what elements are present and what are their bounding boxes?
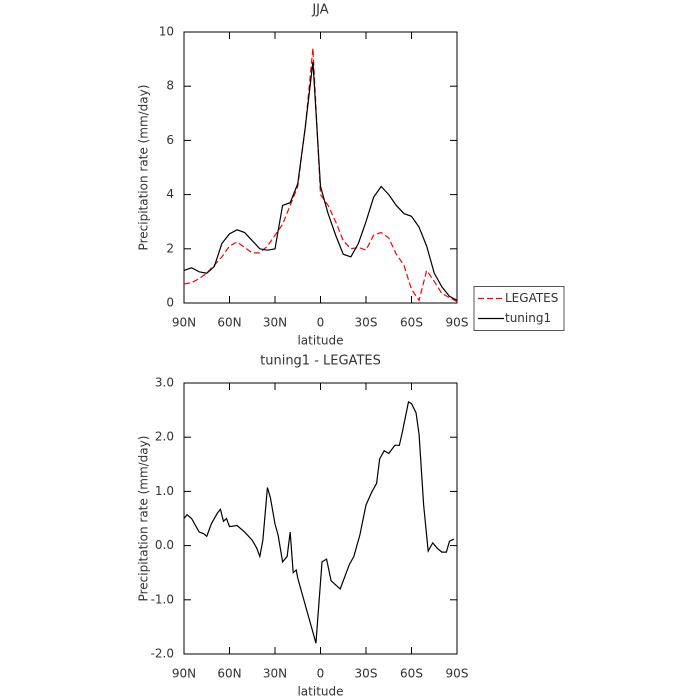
y-tick-label: 0 — [166, 296, 174, 310]
x-tick-label: 90S — [446, 667, 469, 681]
chart-title: tuning1 - LEGATES — [260, 354, 381, 369]
y-tick-label: 4 — [166, 187, 174, 201]
y-axis-label: Precipitation rate (mm/day) — [137, 436, 151, 602]
series-line — [183, 48, 458, 303]
y-tick-label: -1.0 — [151, 592, 174, 606]
x-tick-label: 60S — [400, 316, 423, 330]
x-tick-label: 90S — [446, 316, 469, 330]
y-tick-label: 8 — [166, 79, 174, 93]
x-tick-label: 30N — [263, 316, 287, 330]
x-tick-label: 30S — [355, 316, 378, 330]
y-tick-label: 10 — [159, 25, 174, 39]
x-tick-label: 90N — [172, 667, 196, 681]
y-tick-label: 0.0 — [155, 538, 174, 552]
x-tick-label: 0 — [317, 667, 325, 681]
x-tick-label: 30N — [263, 667, 287, 681]
series-line — [183, 61, 458, 301]
legend-label: LEGATES — [505, 291, 558, 305]
y-tick-label: 2 — [166, 241, 174, 255]
y-tick-label: 2.0 — [155, 430, 174, 444]
legend-box — [473, 286, 565, 331]
x-tick-label: 60N — [217, 316, 241, 330]
legend-label: tuning1 — [505, 311, 551, 325]
y-tick-label: 1.0 — [155, 484, 174, 498]
x-tick-label: 60S — [400, 667, 423, 681]
x-tick-label: 30S — [355, 667, 378, 681]
y-tick-label: -2.0 — [151, 647, 174, 661]
x-tick-label: 0 — [317, 316, 325, 330]
y-tick-label: 6 — [166, 133, 174, 147]
plot-frame — [183, 31, 458, 304]
x-tick-label: 90N — [172, 316, 196, 330]
y-axis-label: Precipitation rate (mm/day) — [137, 85, 151, 251]
x-axis-label: latitude — [297, 685, 343, 699]
x-tick-label: 60N — [217, 667, 241, 681]
series-line — [183, 401, 455, 644]
plot-frame — [183, 382, 458, 655]
y-tick-label: 3.0 — [155, 376, 174, 390]
chart-title: JJA — [311, 3, 328, 18]
x-axis-label: latitude — [297, 334, 343, 348]
